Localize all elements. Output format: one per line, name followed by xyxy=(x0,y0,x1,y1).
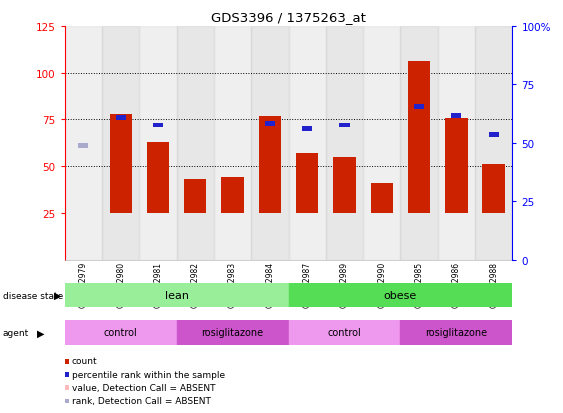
Bar xyxy=(153,123,163,128)
Bar xyxy=(296,154,319,214)
Bar xyxy=(400,27,438,260)
Bar xyxy=(177,27,214,260)
Bar xyxy=(289,27,326,260)
Bar xyxy=(65,320,177,345)
Text: rank, Detection Call = ABSENT: rank, Detection Call = ABSENT xyxy=(72,396,211,405)
Bar xyxy=(265,121,275,126)
Bar xyxy=(326,27,363,260)
Bar xyxy=(214,27,251,260)
Text: disease state: disease state xyxy=(3,291,63,300)
Bar xyxy=(221,178,244,214)
Bar xyxy=(289,283,512,308)
Bar xyxy=(140,27,177,260)
Bar xyxy=(184,180,207,214)
Bar xyxy=(177,320,288,345)
Bar xyxy=(251,27,288,260)
Bar xyxy=(489,133,499,138)
Text: control: control xyxy=(104,328,137,337)
Bar xyxy=(452,114,462,119)
Text: ▶: ▶ xyxy=(53,290,61,300)
Bar xyxy=(302,127,312,132)
Bar xyxy=(482,165,505,214)
Bar xyxy=(339,123,350,128)
Bar xyxy=(115,116,126,121)
Text: ▶: ▶ xyxy=(37,328,44,337)
Text: value, Detection Call = ABSENT: value, Detection Call = ABSENT xyxy=(72,383,215,392)
Bar xyxy=(289,320,400,345)
Title: GDS3396 / 1375263_at: GDS3396 / 1375263_at xyxy=(211,11,366,24)
Bar xyxy=(414,105,424,109)
Bar xyxy=(78,144,88,149)
Bar xyxy=(445,118,467,214)
Text: lean: lean xyxy=(164,290,189,300)
Bar xyxy=(438,27,475,260)
Bar xyxy=(65,283,289,308)
Text: count: count xyxy=(72,356,97,366)
Bar xyxy=(258,116,281,214)
Text: percentile rank within the sample: percentile rank within the sample xyxy=(72,370,225,379)
Text: agent: agent xyxy=(3,328,29,337)
Bar xyxy=(408,62,430,214)
Bar xyxy=(147,142,169,214)
Bar xyxy=(65,27,102,260)
Bar xyxy=(333,157,356,214)
Text: obese: obese xyxy=(384,290,417,300)
Bar xyxy=(370,184,393,214)
Text: control: control xyxy=(328,328,361,337)
Bar xyxy=(400,320,512,345)
Bar xyxy=(109,114,132,214)
Bar xyxy=(102,27,139,260)
Text: rosiglitazone: rosiglitazone xyxy=(202,328,263,337)
Text: rosiglitazone: rosiglitazone xyxy=(425,328,488,337)
Bar xyxy=(363,27,400,260)
Bar xyxy=(475,27,512,260)
